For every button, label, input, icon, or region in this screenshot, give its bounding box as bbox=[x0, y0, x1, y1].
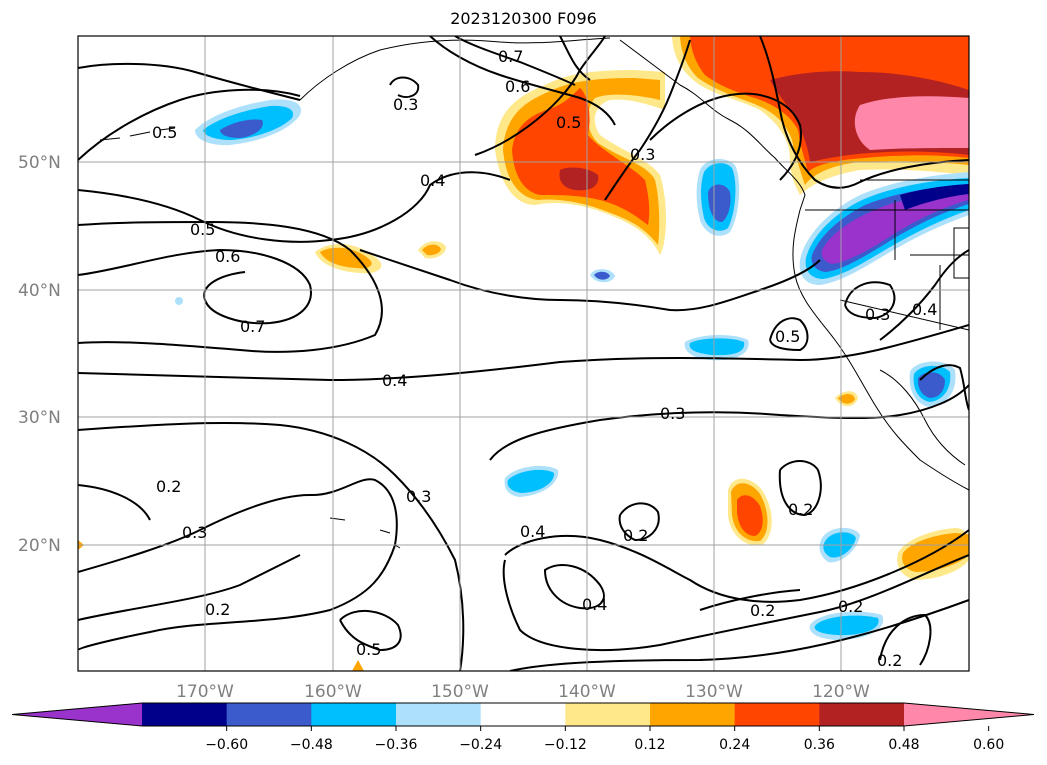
lat-label: 40°N bbox=[18, 281, 61, 301]
map-content bbox=[78, 36, 969, 671]
contour-label: 0.2 bbox=[750, 601, 775, 620]
colorbar-segment bbox=[396, 703, 482, 726]
contour-label: 0.5 bbox=[556, 113, 581, 132]
longitude-labels: 170°W 160°W 150°W 140°W 130°W 120°W bbox=[176, 682, 870, 702]
contour-label: 0.2 bbox=[205, 600, 230, 619]
contour-label: 0.2 bbox=[838, 597, 863, 616]
graticule bbox=[78, 36, 969, 671]
lon-label: 150°W bbox=[431, 682, 489, 702]
contour-label: 0.3 bbox=[865, 305, 890, 324]
lon-label: 160°W bbox=[304, 682, 362, 702]
lat-label: 50°N bbox=[18, 153, 61, 173]
contour-labels: 0.7 0.6 0.3 0.5 0.3 0.5 0.4 0.5 0.6 0.7 … bbox=[152, 47, 937, 670]
lat-label: 30°N bbox=[18, 408, 61, 428]
lon-label: 170°W bbox=[176, 682, 234, 702]
colorbar-segment bbox=[480, 703, 566, 726]
colorbar-segment bbox=[734, 703, 820, 726]
contour-label: 0.4 bbox=[382, 371, 407, 390]
colorbar-segment bbox=[311, 703, 397, 726]
colorbar-outline bbox=[11, 702, 1035, 727]
colorbar-tick-label: −0.24 bbox=[459, 737, 502, 753]
contour-label: 0.3 bbox=[182, 523, 207, 542]
colorbar-extend-high bbox=[904, 703, 1034, 726]
lon-label: 140°W bbox=[558, 682, 616, 702]
contour-label: 0.4 bbox=[912, 300, 937, 319]
colorbar-segment bbox=[226, 703, 312, 726]
contour-label: 0.5 bbox=[190, 220, 215, 239]
map-title: 2023120300 F096 bbox=[450, 9, 597, 28]
colorbar-tick-label: 0.24 bbox=[719, 737, 750, 753]
contour-label: 0.4 bbox=[420, 171, 445, 190]
shading-layer bbox=[78, 36, 969, 671]
colorbar-segment bbox=[650, 703, 736, 726]
lat-label: 20°N bbox=[18, 536, 61, 556]
contour-label: 0.4 bbox=[582, 595, 607, 614]
contour-label: 0.5 bbox=[775, 327, 800, 346]
lon-label: 130°W bbox=[685, 682, 743, 702]
colorbar-tick-label: −0.48 bbox=[290, 737, 333, 753]
lon-label: 120°W bbox=[812, 682, 870, 702]
colorbar-tick-label: −0.60 bbox=[205, 737, 248, 753]
contour-label: 0.3 bbox=[393, 95, 418, 114]
contour-label: 0.4 bbox=[520, 522, 545, 541]
contour-label: 0.2 bbox=[156, 477, 181, 496]
latitude-labels: 50°N 40°N 30°N 20°N bbox=[18, 153, 61, 556]
contour-label: 0.2 bbox=[788, 500, 813, 519]
contour-label: 0.6 bbox=[215, 247, 240, 266]
contour-label: 0.3 bbox=[660, 404, 685, 423]
colorbar-tick-label: −0.12 bbox=[544, 737, 587, 753]
contour-label: 0.2 bbox=[877, 651, 902, 670]
colorbar-tick-label: 0.36 bbox=[804, 737, 835, 753]
contour-label: 0.3 bbox=[406, 487, 431, 506]
colorbar-tick-label: 0.48 bbox=[888, 737, 919, 753]
contour-label: 0.5 bbox=[356, 640, 381, 659]
colorbar-segment bbox=[142, 703, 228, 726]
map-frame bbox=[77, 35, 970, 672]
contour-label: 0.3 bbox=[630, 145, 655, 164]
colorbar: −0.60 −0.48 −0.36 −0.24 −0.12 0.12 0.24 0.36 0.4… bbox=[11, 702, 1035, 753]
contour-label: 0.6 bbox=[505, 77, 530, 96]
contour-label: 0.5 bbox=[152, 123, 177, 142]
colorbar-extend-low bbox=[12, 703, 142, 726]
colorbar-segment bbox=[565, 703, 651, 726]
contour-label: 0.2 bbox=[623, 526, 648, 545]
colorbar-segment bbox=[819, 703, 905, 726]
colorbar-tick-label: −0.36 bbox=[375, 737, 418, 753]
contour-label: 0.7 bbox=[498, 47, 523, 66]
colorbar-tick-label: 0.12 bbox=[634, 737, 665, 753]
colorbar-tick-label: 0.60 bbox=[973, 737, 1004, 753]
contour-label: 0.7 bbox=[240, 317, 265, 336]
